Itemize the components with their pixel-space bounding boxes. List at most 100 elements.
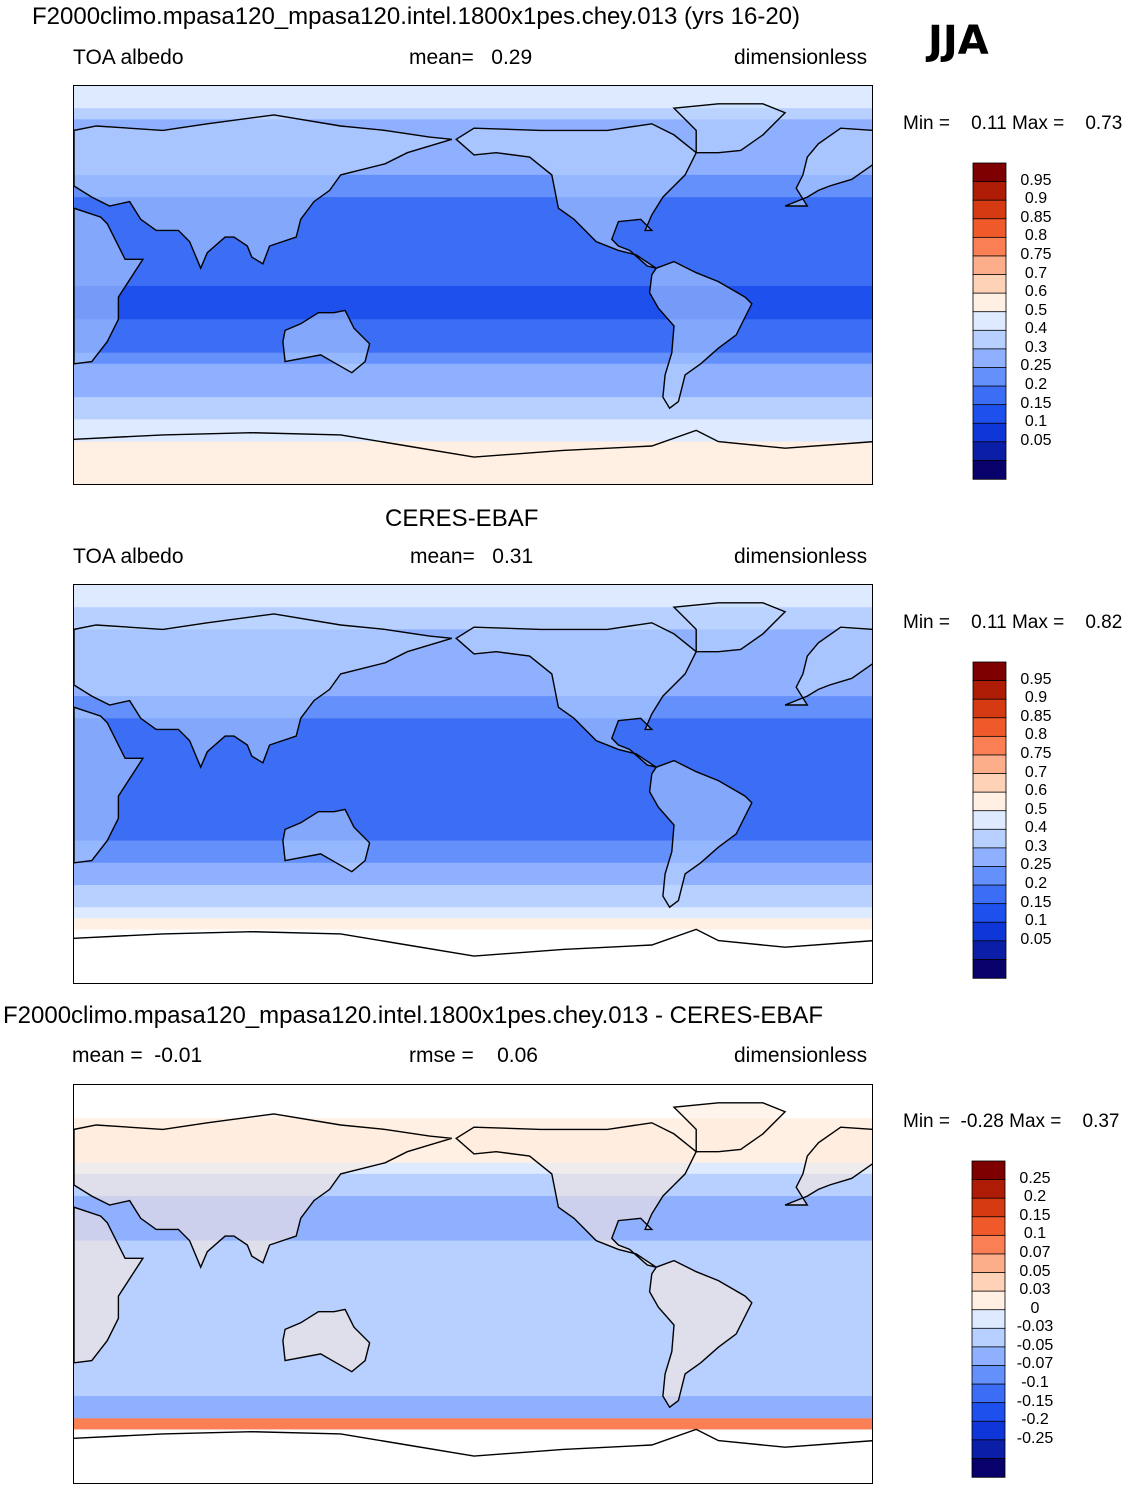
colorbar-swatch (972, 441, 1007, 462)
colorbar-tick-label: 0.03 (1019, 1281, 1051, 1299)
continent-outline (455, 1122, 698, 1268)
colorbar-tick-label: 0.15 (1019, 1206, 1051, 1224)
panel-3-map (73, 1084, 873, 1484)
colorbar-tick-label: 0.75 (1020, 245, 1052, 263)
continent-outline (74, 114, 453, 271)
colorbar-tick-label: 0.1 (1023, 1225, 1047, 1243)
continent-outline (282, 1308, 371, 1373)
colorbar-swatch (972, 661, 1007, 682)
zonal-band (74, 907, 872, 919)
zonal-band (74, 751, 872, 764)
zonal-band (74, 252, 872, 265)
panel-1-left-label: TOA albedo (73, 46, 184, 69)
colorbar-swatch (972, 680, 1007, 700)
zonal-band (74, 785, 872, 797)
colorbar-tick-label: 0.07 (1019, 1243, 1051, 1261)
colorbar-tick-label: 0.85 (1020, 707, 1052, 725)
colorbar-swatch (971, 1327, 1006, 1348)
colorbar-tick-label: 0.5 (1024, 800, 1048, 818)
colorbar-swatch (971, 1420, 1006, 1441)
colorbar-swatch (972, 847, 1007, 868)
colorbar-tick-label: 0.4 (1024, 320, 1048, 338)
zonal-band (74, 286, 872, 298)
zonal-band (74, 163, 872, 176)
continent-outline (74, 1113, 453, 1270)
zonal-band (74, 463, 872, 476)
zonal-band (74, 397, 872, 409)
zonal-band (74, 408, 872, 420)
zonal-band (74, 152, 872, 165)
colorbar-tick-label: 0.25 (1020, 357, 1052, 375)
zonal-band (74, 940, 872, 953)
zonal-band (74, 1218, 872, 1231)
zonal-band (74, 1273, 872, 1286)
colorbar-swatch (971, 1179, 1006, 1199)
colorbar-swatch (972, 460, 1007, 480)
colorbar-swatch (971, 1234, 1006, 1255)
continent-outline (455, 123, 698, 269)
panel-1-mean-label: mean= 0.29 (409, 46, 533, 69)
zonal-band (74, 274, 872, 287)
colorbar-swatch (972, 903, 1007, 923)
zonal-band (74, 352, 872, 365)
colorbar-tick-label: 0.5 (1024, 301, 1048, 319)
colorbar-swatch (972, 959, 1007, 979)
zonal-band (74, 1362, 872, 1375)
colorbar-tick-label: 0.7 (1024, 264, 1048, 282)
colorbar-swatch (971, 1272, 1006, 1292)
colorbar-swatch (972, 828, 1007, 849)
zonal-band (74, 685, 872, 697)
colorbar-swatch (972, 404, 1007, 424)
colorbar-tick-label: 0.2 (1024, 376, 1048, 394)
panel-1-map-svg (74, 86, 872, 484)
zonal-band (74, 1162, 872, 1175)
continent-outline (648, 1259, 753, 1409)
zonal-band (74, 896, 872, 908)
colorbar-swatch (971, 1439, 1006, 1460)
zonal-band (74, 1418, 872, 1431)
zonal-band (74, 374, 872, 387)
colorbar-svg (972, 162, 1007, 480)
colorbar-swatch (971, 1402, 1006, 1422)
continent-outline (672, 602, 787, 653)
zonal-band (74, 241, 872, 254)
colorbar-swatch (971, 1197, 1006, 1218)
colorbar-tick-label: 0.7 (1024, 763, 1048, 781)
zonal-band (74, 829, 872, 842)
panel-1-map (73, 85, 873, 485)
zonal-band (74, 1329, 872, 1342)
zonal-band (74, 186, 872, 198)
continent-outline (74, 1206, 145, 1364)
colorbar-tick-label: 0.05 (1020, 431, 1052, 449)
continent-outline (784, 127, 872, 207)
colorbar-tick-label: 0.8 (1024, 227, 1048, 245)
zonal-band (74, 962, 872, 975)
colorbar-tick-label: 0.2 (1024, 875, 1048, 893)
panel-2-units-label: dimensionless (734, 545, 868, 568)
zonal-band (74, 452, 872, 465)
colorbar-tick-label: -0.25 (1016, 1429, 1054, 1447)
continent-outline (74, 613, 453, 770)
continent-outline (648, 260, 753, 410)
colorbar-tick-label: 0.6 (1024, 782, 1048, 800)
zonal-band (74, 341, 872, 354)
zonal-band (74, 1307, 872, 1319)
zonal-band (74, 1396, 872, 1408)
continent-outline (648, 759, 753, 909)
colorbar-swatch (972, 754, 1007, 775)
zonal-band (74, 1096, 872, 1108)
zonal-band (74, 740, 872, 753)
zonal-band (74, 474, 872, 484)
zonal-band (74, 707, 872, 719)
zonal-band (74, 585, 872, 597)
zonal-band (74, 762, 872, 775)
zonal-band (74, 230, 872, 243)
zonal-band (74, 1429, 872, 1442)
zonal-band (74, 1085, 872, 1097)
zonal-band (74, 862, 872, 875)
zonal-band (74, 1173, 872, 1186)
colorbar-swatch (972, 921, 1007, 942)
zonal-band (74, 1207, 872, 1219)
zonal-band (74, 263, 872, 276)
colorbar-tick-label: -0.05 (1016, 1336, 1054, 1354)
